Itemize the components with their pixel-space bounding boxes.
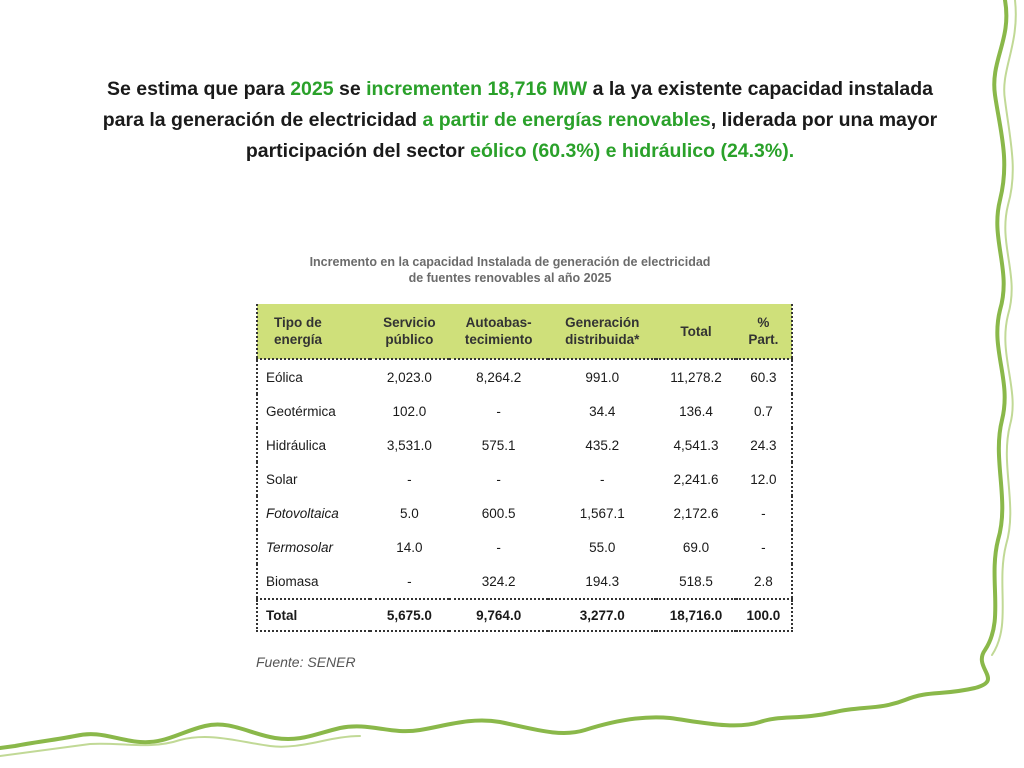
headline-part: Se estima que para xyxy=(107,78,291,100)
cell-tipo: Hidráulica xyxy=(266,437,327,453)
table-row: Geotérmica 102.0 - 34.4 136.4 0.7 xyxy=(257,394,792,428)
cell-tipo: Termosolar xyxy=(266,539,334,555)
table-title-line2: de fuentes renovables al año 2025 xyxy=(408,271,612,285)
cell-autoabas: 600.5 xyxy=(481,505,516,521)
cell-autoabas: - xyxy=(496,403,501,419)
cell-part: 100.0 xyxy=(735,598,792,631)
cell-generacion: 435.2 xyxy=(585,437,620,453)
cell-part: 0.7 xyxy=(753,403,773,419)
table-row: Hidráulica 3,531.0 575.1 435.2 4,541.3 2… xyxy=(257,428,792,462)
headline-highlight-year: 2025 xyxy=(290,78,334,100)
capacity-table: Tipo de energía Servicio público Autoabas-… xyxy=(256,304,793,632)
cell-servicio: - xyxy=(407,471,412,487)
cell-part: 24.3 xyxy=(750,437,777,453)
headline-highlight-increment: incrementen 18,716 MW xyxy=(366,78,588,100)
cell-tipo: Biomasa xyxy=(266,573,319,589)
table-header-row: Tipo de energía Servicio público Autoabas-… xyxy=(257,304,792,360)
cell-total: 2,172.6 xyxy=(673,505,719,521)
header-generacion: Generación distribuida* xyxy=(548,304,657,360)
cell-generacion: 34.4 xyxy=(589,403,616,419)
cell-generacion: 194.3 xyxy=(585,573,620,589)
cell-part: - xyxy=(761,539,766,555)
headline-part: a la ya existente capacidad instalada pa… xyxy=(102,78,933,131)
cell-servicio: 14.0 xyxy=(396,539,423,555)
table-title-line1: Incremento en la capacidad Instalada de … xyxy=(309,255,711,269)
table-row: Solar - - - 2,241.6 12.0 xyxy=(257,462,792,496)
headline-part: , liderada por una mayor participación d… xyxy=(245,109,938,162)
table-title: Incremento en la capacidad Instalada de … xyxy=(260,254,760,286)
headline-highlight-sectors: eólico (60.3%) e hidráulico (24.3%). xyxy=(470,140,795,162)
cell-total: 2,241.6 xyxy=(673,471,719,487)
cell-autoabas: - xyxy=(496,539,501,555)
cell-tipo: Eólica xyxy=(266,369,303,385)
cell-total: 69.0 xyxy=(682,539,710,555)
cell-autoabas: 324.2 xyxy=(481,573,516,589)
cell-servicio: 5,675.0 xyxy=(369,598,450,631)
cell-part: - xyxy=(761,505,766,521)
cell-autoabas: 575.1 xyxy=(481,437,516,453)
source-note: Fuente: SENER xyxy=(256,654,356,670)
cell-autoabas: 8,264.2 xyxy=(476,369,522,385)
cell-generacion: 1,567.1 xyxy=(579,505,625,521)
header-total: Total xyxy=(656,304,736,360)
cell-part: 12.0 xyxy=(750,471,777,487)
header-autoabas: Autoabas-tecimiento xyxy=(449,304,549,360)
cell-servicio: 102.0 xyxy=(392,403,427,419)
table-row: Biomasa - 324.2 194.3 518.5 2.8 xyxy=(257,564,792,599)
cell-tipo: Fotovoltaica xyxy=(266,505,339,521)
cell-generacion: 3,277.0 xyxy=(548,598,657,631)
table-row: Eólica 2,023.0 8,264.2 991.0 11,278.2 60… xyxy=(257,359,792,394)
table-row: Termosolar 14.0 - 55.0 69.0 - xyxy=(257,530,792,564)
cell-generacion: 991.0 xyxy=(585,369,620,385)
cell-autoabas: 9,764.0 xyxy=(449,598,549,631)
cell-total: 518.5 xyxy=(679,573,713,589)
cell-generacion: 55.0 xyxy=(589,539,616,555)
cell-autoabas: - xyxy=(496,471,501,487)
cell-total: 4,541.3 xyxy=(673,437,719,453)
cell-tipo: Total xyxy=(257,598,370,631)
table-total-row: Total 5,675.0 9,764.0 3,277.0 18,716.0 1… xyxy=(257,598,792,631)
cell-tipo: Geotérmica xyxy=(266,403,336,419)
headline-part: se xyxy=(333,78,367,100)
cell-tipo: Solar xyxy=(266,471,298,487)
cell-total: 136.4 xyxy=(679,403,713,419)
cell-total: 11,278.2 xyxy=(670,369,722,385)
cell-part: 2.8 xyxy=(753,573,773,589)
table-row: Fotovoltaica 5.0 600.5 1,567.1 2,172.6 - xyxy=(257,496,792,530)
cell-servicio: - xyxy=(407,573,412,589)
header-tipo: Tipo de energía xyxy=(257,304,370,360)
header-part: % Part. xyxy=(735,304,792,360)
cell-total: 18,716.0 xyxy=(656,598,736,631)
capacity-table-figure: Incremento en la capacidad Instalada de … xyxy=(256,254,796,632)
cell-part: 60.3 xyxy=(750,369,777,385)
cell-servicio: 3,531.0 xyxy=(386,437,432,453)
headline-highlight-renewables: a partir de energías renovables xyxy=(422,109,711,131)
cell-servicio: 5.0 xyxy=(399,505,419,521)
cell-generacion: - xyxy=(600,471,605,487)
headline-text: Se estima que para 2025 se incrementen 1… xyxy=(90,74,950,167)
header-servicio: Servicio público xyxy=(369,304,450,360)
cell-servicio: 2,023.0 xyxy=(386,369,432,385)
